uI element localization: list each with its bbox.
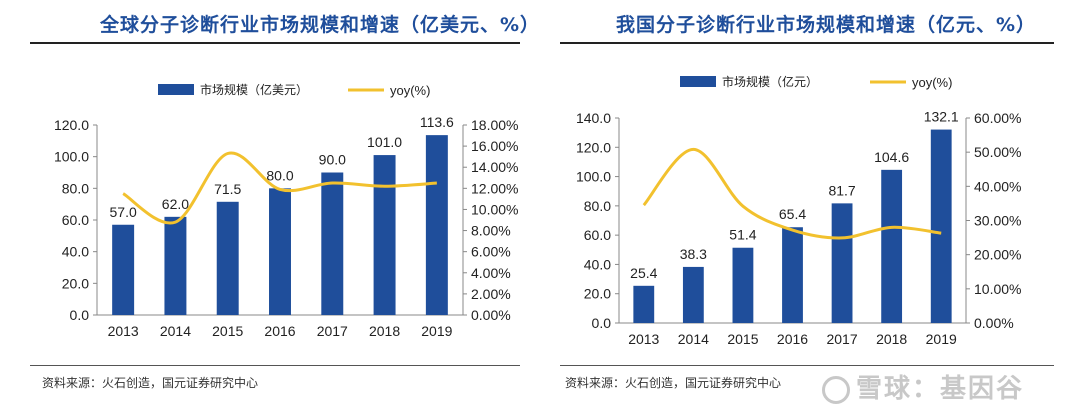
right-y2-tick-label: 30.00% [974, 213, 1021, 229]
right-data-label: 51.4 [729, 227, 756, 243]
snowball-logo-icon [822, 375, 850, 404]
right-x-tick-label: 2015 [727, 331, 758, 347]
right-y-tick-label: 100.0 [576, 169, 611, 185]
left-y2-tick-label: 4.00% [471, 265, 511, 281]
left-x-tick-label: 2019 [421, 323, 452, 339]
right-bar [732, 247, 754, 323]
left-title-divider [30, 42, 520, 44]
right-chart-title: 我国分子诊断行业市场规模和增速（亿元、%） [616, 14, 1037, 36]
left-source-note: 资料来源：火石创造，国元证券研究中心 [42, 376, 259, 390]
left-bar [216, 201, 239, 315]
left-legend-bar-label: 市场规模（亿美元） [200, 82, 308, 97]
left-x-tick-label: 2016 [264, 323, 295, 339]
right-x-tick-label: 2016 [777, 331, 808, 347]
right-bar [782, 227, 803, 323]
left-data-label: 113.6 [420, 114, 454, 130]
right-y-tick-label: 0.0 [592, 315, 612, 331]
right-title-divider [560, 42, 1054, 44]
right-legend-line-label: yoy(%) [912, 75, 952, 90]
right-y-tick-label: 120.0 [576, 139, 611, 155]
right-bar [831, 203, 853, 323]
right-yoy-line [642, 147, 942, 240]
right-y-tick-label: 140.0 [576, 110, 611, 126]
right-x-tick-label: 2014 [678, 331, 709, 347]
left-chart-title: 全球分子诊断行业市场规模和增速（亿美元、%） [100, 14, 541, 36]
left-data-label: 80.0 [266, 167, 293, 183]
left-y2-tick-label: 16.00% [471, 138, 518, 154]
left-x-tick-label: 2018 [369, 323, 400, 339]
left-y2-tick-label: 0.00% [471, 307, 511, 323]
right-y2-tick-label: 10.00% [974, 281, 1021, 297]
right-source-note: 资料来源：火石创造，国元证券研究中心 [565, 376, 782, 390]
right-y-tick-label: 40.0 [584, 256, 611, 272]
left-y-tick-label: 80.0 [62, 180, 89, 196]
right-data-label: 132.1 [924, 109, 959, 125]
left-data-label: 62.0 [162, 196, 189, 212]
right-y-tick-label: 20.0 [584, 286, 611, 302]
right-data-label: 65.4 [779, 206, 806, 222]
left-data-label: 71.5 [214, 181, 241, 197]
left-y2-tick-label: 8.00% [471, 223, 511, 239]
right-y2-tick-label: 0.00% [974, 315, 1014, 331]
right-x-tick-label: 2017 [826, 331, 857, 347]
left-x-tick-label: 2014 [160, 323, 191, 339]
left-bar [269, 188, 291, 315]
right-legend-bar-swatch [680, 76, 716, 87]
right-legend-bar-label: 市场规模（亿元） [722, 74, 818, 89]
right-data-label: 25.4 [630, 265, 657, 281]
right-x-tick-label: 2018 [876, 331, 907, 347]
left-yoy-line [122, 151, 437, 225]
watermark-text: 雪球：基因谷 [856, 374, 1025, 404]
left-y2-tick-label: 12.00% [471, 180, 518, 196]
right-bar [633, 285, 655, 323]
right-y2-tick-label: 20.00% [974, 247, 1021, 263]
right-data-label: 104.6 [874, 149, 909, 165]
right-y2-tick-label: 40.00% [974, 178, 1021, 194]
left-y-tick-label: 40.0 [62, 244, 89, 260]
right-data-label: 81.7 [828, 182, 855, 198]
left-x-tick-label: 2017 [317, 323, 348, 339]
left-x-tick-label: 2015 [212, 323, 243, 339]
left-y-tick-label: 0.0 [70, 307, 90, 323]
right-x-tick-label: 2019 [926, 331, 957, 347]
left-source-divider [30, 365, 520, 366]
left-y-tick-label: 60.0 [62, 212, 89, 228]
left-bar [321, 172, 344, 315]
left-y-tick-label: 20.0 [62, 275, 89, 291]
left-y2-tick-label: 18.00% [471, 117, 518, 133]
left-legend-bar-swatch [158, 84, 194, 95]
left-data-label: 101.0 [367, 134, 402, 150]
left-data-label: 57.0 [110, 204, 137, 220]
left-bar [425, 135, 448, 315]
watermark: 雪球：基因谷 [822, 368, 1024, 405]
left-x-tick-label: 2013 [108, 323, 139, 339]
right-y2-tick-label: 60.00% [974, 110, 1021, 126]
right-bar [930, 129, 952, 323]
left-y2-tick-label: 2.00% [471, 286, 511, 302]
left-y2-tick-label: 14.00% [471, 159, 518, 175]
right-bar [881, 169, 903, 323]
left-y2-tick-label: 10.00% [471, 201, 518, 217]
left-data-label: 90.0 [319, 152, 346, 168]
right-y-tick-label: 80.0 [584, 198, 611, 214]
left-bar [164, 216, 187, 315]
right-bar [682, 266, 704, 323]
left-y2-tick-label: 6.00% [471, 244, 511, 260]
left-y-tick-label: 120.0 [54, 117, 89, 133]
left-bar [112, 224, 135, 315]
right-y2-tick-label: 50.00% [974, 144, 1021, 160]
left-y-tick-label: 100.0 [54, 149, 89, 165]
right-data-label: 38.3 [680, 246, 707, 262]
left-legend-line-label: yoy(%) [390, 83, 430, 98]
right-x-tick-label: 2013 [628, 331, 659, 347]
left-bar [373, 155, 396, 315]
right-y-tick-label: 60.0 [584, 227, 611, 243]
right-source-divider [560, 365, 1054, 366]
